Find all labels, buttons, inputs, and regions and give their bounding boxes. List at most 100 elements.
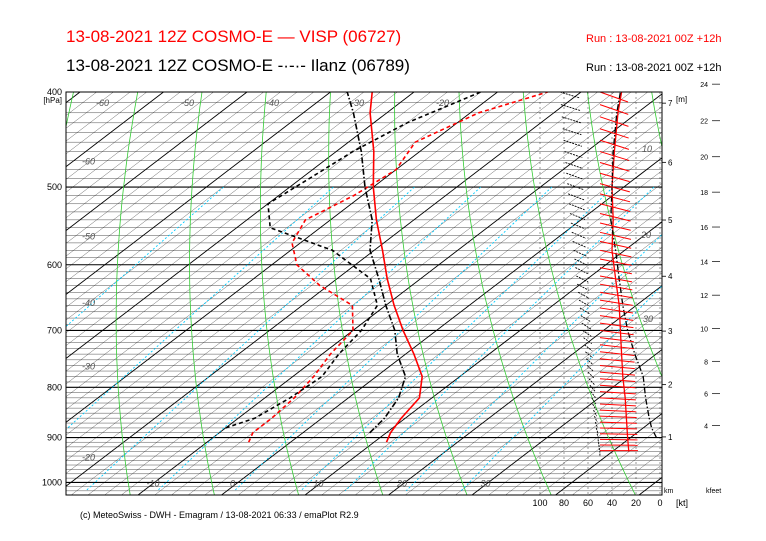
wind-arrow-ilanz <box>571 231 587 239</box>
wind-arrow-visp <box>599 231 632 240</box>
wind-arrow-visp <box>599 172 630 183</box>
wind-arrow-ilanz <box>585 351 593 359</box>
wind-arrow-ilanz <box>565 162 583 169</box>
km-tick-label: 4 <box>668 272 673 281</box>
kfeet-tick-label: 14 <box>700 259 708 266</box>
wind-arrow-ilanz <box>576 275 589 283</box>
isotherm-line <box>71 92 598 495</box>
mixing-ratio-line <box>157 186 481 492</box>
wind-arrow-ilanz <box>575 267 588 274</box>
pressure-tick-label: 1000 <box>42 477 62 487</box>
km-tick-label: 3 <box>668 327 673 336</box>
mixing-ratio-line <box>66 186 334 431</box>
wind-arrow-visp <box>599 222 631 231</box>
wind-arrow-ilanz <box>585 358 594 366</box>
wind-arrow-ilanz <box>597 439 600 446</box>
wind-arrow-visp <box>599 397 636 401</box>
adiabat-line <box>115 92 139 495</box>
isotherm-line <box>66 92 582 487</box>
wind-arrow-ilanz <box>591 397 597 405</box>
isotherm-line <box>104 92 632 495</box>
kfeet-tick-label: 20 <box>700 155 708 162</box>
isotherm-line <box>171 119 662 495</box>
wind-arrow-visp <box>599 91 629 103</box>
km-bottom-label: km <box>664 488 674 495</box>
isotherm-line <box>121 92 648 495</box>
wind-tick-label: 80 <box>559 498 569 508</box>
isotherm-line <box>66 92 531 449</box>
wind-arrow-visp <box>599 104 629 115</box>
isotherm-line <box>154 106 662 495</box>
adiabat-line <box>394 92 468 495</box>
isotherm-line <box>471 349 662 495</box>
isotherm-line <box>304 221 662 495</box>
wind-arrow-ilanz <box>590 391 596 398</box>
wind-arrow-visp <box>599 283 633 291</box>
isotherm-line <box>438 323 662 495</box>
emagram-grid <box>0 92 662 495</box>
wind-arrow-ilanz <box>596 433 600 440</box>
wind-profiles <box>539 91 661 495</box>
kfeet-tick-label: 18 <box>700 190 708 197</box>
isotherm-line <box>221 157 662 495</box>
wind-arrow-visp <box>599 249 632 258</box>
wind-arrow-visp <box>599 351 635 356</box>
isotherm-label: 30 <box>481 478 491 488</box>
km-axis-label: [m] <box>676 95 687 104</box>
isotherm-line <box>66 92 314 282</box>
isotherm-line <box>505 374 662 495</box>
wind-arrow-visp <box>599 371 636 376</box>
wind-arrow-ilanz <box>564 151 583 158</box>
credit-text: (c) MeteoSwiss - DWH - Emagram / 13-08-2… <box>80 510 359 520</box>
mixing-ratio-line <box>85 186 415 492</box>
kfeet-tick-label: 8 <box>704 359 708 366</box>
wind-arrow-visp <box>599 329 634 336</box>
isotherm-line <box>338 247 662 495</box>
pressure-tick-label: 900 <box>47 433 62 443</box>
adiabat-line <box>522 92 636 495</box>
wind-arrow-ilanz <box>594 421 599 429</box>
wind-arrow-ilanz <box>579 307 591 315</box>
isotherm-line <box>66 92 515 436</box>
wind-arrow-ilanz <box>582 330 592 337</box>
isotherm-line <box>388 285 662 495</box>
pressure-tick-label: 700 <box>47 325 62 335</box>
plot-frame <box>65 91 663 496</box>
wind-arrow-visp <box>599 384 636 389</box>
ilanz-temperature-line <box>346 92 407 434</box>
isotherm-line <box>204 144 662 495</box>
isotherm-line <box>66 92 548 461</box>
isotherm-line <box>66 92 381 334</box>
isotherm-line <box>271 195 662 495</box>
run-info-visp: Run : 13-08-2021 00Z +12h <box>586 33 722 45</box>
wind-arrow-visp <box>599 403 637 407</box>
wind-arrow-visp <box>599 128 629 139</box>
wind-arrow-visp <box>599 213 631 222</box>
isotherm-label: -60 <box>82 157 95 167</box>
wind-arrow-ilanz <box>562 128 582 136</box>
ilanz-dewpoint-line <box>225 92 482 429</box>
wind-arrow-ilanz <box>576 283 589 291</box>
wind-arrow-visp <box>599 364 635 370</box>
wind-arrow-ilanz <box>588 378 595 386</box>
isotherm-line <box>66 92 465 397</box>
isotherm-line <box>0 92 30 495</box>
isotherm-label: -20 <box>82 453 95 463</box>
wind-arrow-visp <box>599 203 631 213</box>
wind-arrow-ilanz <box>572 240 587 248</box>
wind-tick-label: 100 <box>532 498 547 508</box>
isotherm-line <box>66 92 448 385</box>
isotherm-line <box>371 272 662 495</box>
isotherm-line <box>66 92 214 206</box>
wind-tick-label: 40 <box>607 498 617 508</box>
wind-arrow-ilanz <box>568 203 585 211</box>
wind-arrow-visp <box>599 267 632 275</box>
isotherm-line <box>87 92 615 495</box>
wind-arrow-ilanz <box>563 139 582 147</box>
wind-arrow-visp <box>599 307 634 314</box>
wind-arrow-visp <box>599 139 630 150</box>
isotherm-line <box>455 336 662 495</box>
wind-arrow-ilanz <box>589 384 596 392</box>
kfeet-tick-label: 24 <box>700 82 708 89</box>
